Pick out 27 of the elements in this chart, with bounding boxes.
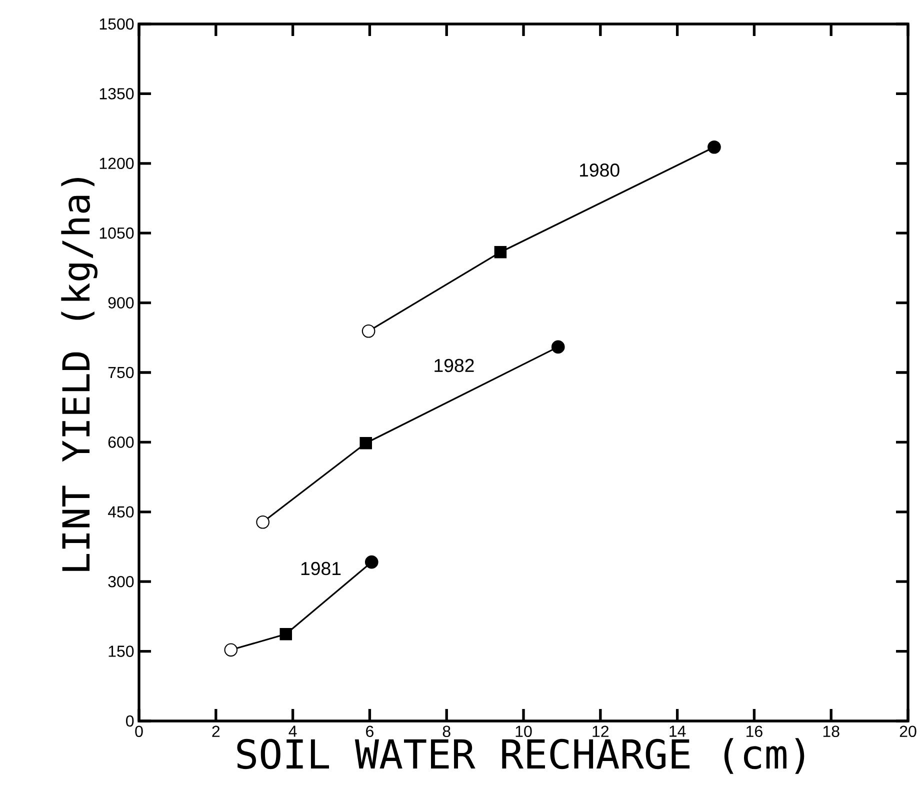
y-tick-label: 1500 [100,18,134,30]
x-tick-label: 12 [592,726,608,737]
x-tick-label: 2 [212,726,220,737]
y-tick-label: 600 [108,436,134,448]
x-tick-label: 6 [366,726,374,738]
x-tick-label: 10 [516,726,532,738]
y-tick-label: 300 [108,576,134,588]
x-tick-label: 16 [746,726,762,738]
x-tick-label: 18 [823,726,840,738]
x-tick-label: 0 [135,726,143,738]
y-tick-label: 1050 [100,227,134,239]
x-tick-label: 14 [670,726,686,737]
y-tick-label: 900 [108,297,134,308]
series-label: 1982 [434,358,474,372]
y-tick-label: 0 [126,715,134,727]
y-tick-label: 1350 [100,88,134,100]
series-label: 1981 [301,562,341,576]
y-tick-label: 150 [108,646,134,657]
x-tick-label: 20 [900,726,916,738]
series-label: 1980 [580,163,620,177]
x-tick-label: 4 [288,726,297,737]
y-axis-title: LINT YIELD (kg/ha) [61,178,98,571]
x-axis-title: SOIL WATER RECHARGE (cm) [237,738,804,774]
y-tick-label: 1200 [100,158,134,170]
x-tick-label: 8 [442,726,450,738]
y-tick-label: 450 [108,506,134,518]
y-tick-label: 750 [108,366,134,378]
